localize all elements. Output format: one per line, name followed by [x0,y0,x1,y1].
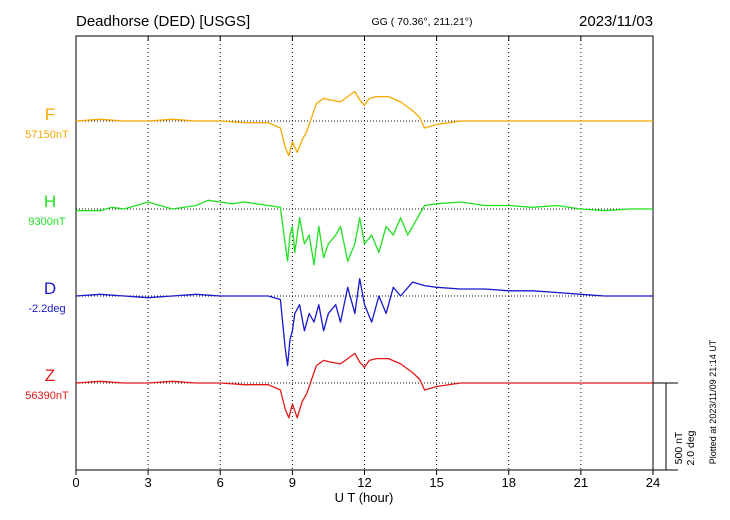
coordinates-label: GG ( 70.36°, 211.21°) [371,16,472,28]
x-tick-label: 0 [72,475,79,490]
station-title: Deadhorse (DED) [USGS] [76,13,250,30]
series-name-h: H [44,192,56,211]
x-axis-ticks: 0 3 6 9 12 15 18 21 24 [72,36,660,490]
scale-bar-label-nt: 500 nT [673,431,685,464]
x-tick-label: 24 [646,475,660,490]
grid-lines [147,36,582,470]
series-baseline-z: 56390nT [25,390,69,402]
series-name-z: Z [45,366,55,385]
series-line-d [75,277,653,367]
x-tick-label: 18 [502,475,516,490]
series-line-h [76,199,653,266]
plotted-at-label: Plotted at 2023/11/09 21:14 UT [708,339,718,464]
series-name-f: F [45,105,55,124]
series-labels: F 57150nT H 9300nT D -2.2deg Z 56390nT [25,105,69,402]
series-name-d: D [44,279,56,298]
x-tick-label: 12 [357,475,371,490]
x-tick-label: 15 [429,475,443,490]
series-line-f [75,90,653,157]
date-label: 2023/11/03 [579,13,653,30]
series-group [75,90,653,419]
series-baseline-f: 57150nT [25,129,69,141]
scale-bar: 500 nT 2.0 deg [653,382,697,471]
series-line-z [75,352,653,419]
x-axis-title: U T (hour) [335,490,394,505]
series-baseline-d: -2.2deg [28,303,65,315]
x-tick-label: 9 [289,475,296,490]
x-tick-label: 6 [217,475,224,490]
x-tick-label: 3 [145,475,152,490]
x-tick-label: 21 [574,475,588,490]
scale-bar-label-deg: 2.0 deg [685,430,697,465]
series-baseline-h: 9300nT [28,216,66,228]
